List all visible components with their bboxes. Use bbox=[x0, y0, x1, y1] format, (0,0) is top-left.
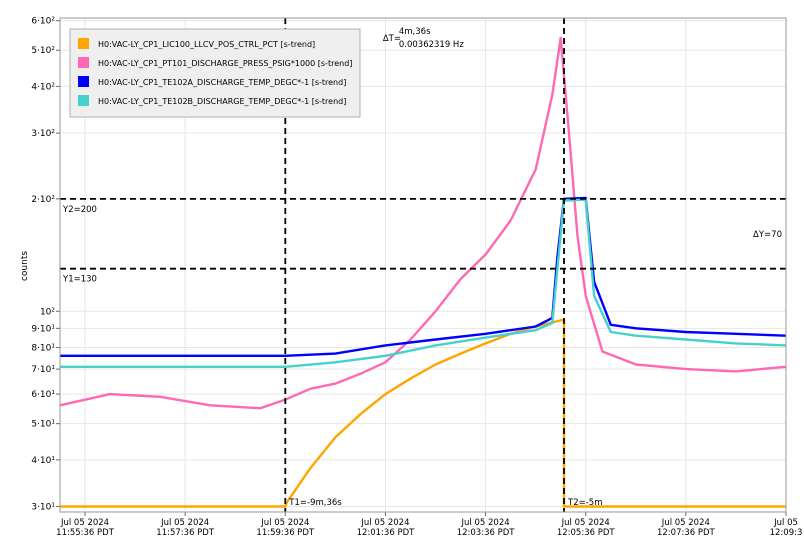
y-axis: 3·10¹ 4·10¹ 5·10¹ 6·10¹ 7·10¹ 8·10¹ 9·10¹ 10² 2·… bbox=[31, 17, 60, 513]
y-tick-label: 4·10¹ bbox=[31, 456, 55, 466]
x-tick-time: 12:07:36 PDT bbox=[657, 528, 716, 538]
x-tick-date: Jul 05 2024 bbox=[260, 518, 309, 528]
x-tick-time: 12:01:36 PDT bbox=[357, 528, 416, 538]
y-axis-label: counts bbox=[20, 251, 30, 281]
x-tick-date: Jul 05 2024 bbox=[160, 518, 209, 528]
y-tick-label: 9·10¹ bbox=[31, 324, 55, 334]
x-tick-time: 12:09:3 bbox=[770, 528, 803, 538]
legend-label: H0:VAC-LY_CP1_PT101_DISCHARGE_PRESS_PSIG… bbox=[98, 59, 352, 68]
legend-swatch bbox=[78, 57, 89, 68]
y-tick-label: 10² bbox=[40, 307, 55, 317]
plot-frame bbox=[59, 17, 787, 513]
y-tick-label: 7·10¹ bbox=[31, 365, 55, 375]
delta-y-label: ΔY=70 bbox=[753, 230, 782, 240]
legend-label: H0:VAC-LY_CP1_TE102B_DISCHARGE_TEMP_DEGC… bbox=[98, 97, 346, 106]
series-line-2 bbox=[59, 36, 787, 410]
legend-swatch bbox=[78, 95, 89, 106]
x-tick-date: Jul 05 2024 bbox=[60, 518, 109, 528]
x-tick-date: Jul 05 2024 bbox=[561, 518, 610, 528]
series-lines bbox=[59, 36, 787, 508]
cursor-label-t1: T1=-9m,36s bbox=[288, 498, 342, 508]
legend-swatch bbox=[78, 38, 89, 49]
x-tick-date: Jul 05 2024 bbox=[661, 518, 710, 528]
y-tick-label: 3·10² bbox=[31, 129, 55, 139]
y-tick-label: 5·10² bbox=[31, 46, 55, 56]
legend-label: H0:VAC-LY_CP1_LIC100_LLCV_POS_CTRL_PCT [… bbox=[98, 40, 315, 49]
x-tick-time: 11:57:36 PDT bbox=[156, 528, 215, 538]
x-tick-time: 12:05:36 PDT bbox=[557, 528, 616, 538]
x-tick-date: Jul 05 2024 bbox=[360, 518, 409, 528]
x-tick-time: 11:55:36 PDT bbox=[56, 528, 115, 538]
y-tick-label: 6·10² bbox=[31, 17, 55, 27]
legend-box bbox=[69, 28, 361, 118]
cursor-label-t2: T2=-5m bbox=[567, 498, 602, 508]
x-tick-time: 12:03:36 PDT bbox=[457, 528, 516, 538]
x-tick-time: 11:59:36 PDT bbox=[256, 528, 315, 538]
cursor-label-y2: Y2=200 bbox=[62, 205, 97, 215]
legend[interactable]: H0:VAC-LY_CP1_LIC100_LLCV_POS_CTRL_PCT [… bbox=[69, 28, 361, 118]
delta-t-duration: 4m,36s bbox=[399, 27, 431, 37]
y-tick-label: 3·10¹ bbox=[31, 503, 55, 513]
y-tick-label: 6·10¹ bbox=[31, 390, 55, 400]
legend-swatch bbox=[78, 76, 89, 87]
x-tick-date: Jul 05 bbox=[773, 518, 798, 528]
y-tick-label: 2·10² bbox=[31, 195, 55, 205]
cursor-label-y1: Y1=130 bbox=[62, 275, 97, 285]
y-tick-label: 4·10² bbox=[31, 82, 55, 92]
delta-t-label: ΔT= bbox=[383, 34, 401, 44]
delta-t-frequency: 0.00362319 Hz bbox=[399, 40, 464, 50]
y-tick-label: 8·10¹ bbox=[31, 343, 55, 353]
y-tick-label: 5·10¹ bbox=[31, 420, 55, 430]
legend-label: H0:VAC-LY_CP1_TE102A_DISCHARGE_TEMP_DEGC… bbox=[98, 78, 346, 87]
x-tick-date: Jul 05 2024 bbox=[461, 518, 510, 528]
series-line-4 bbox=[60, 198, 787, 368]
